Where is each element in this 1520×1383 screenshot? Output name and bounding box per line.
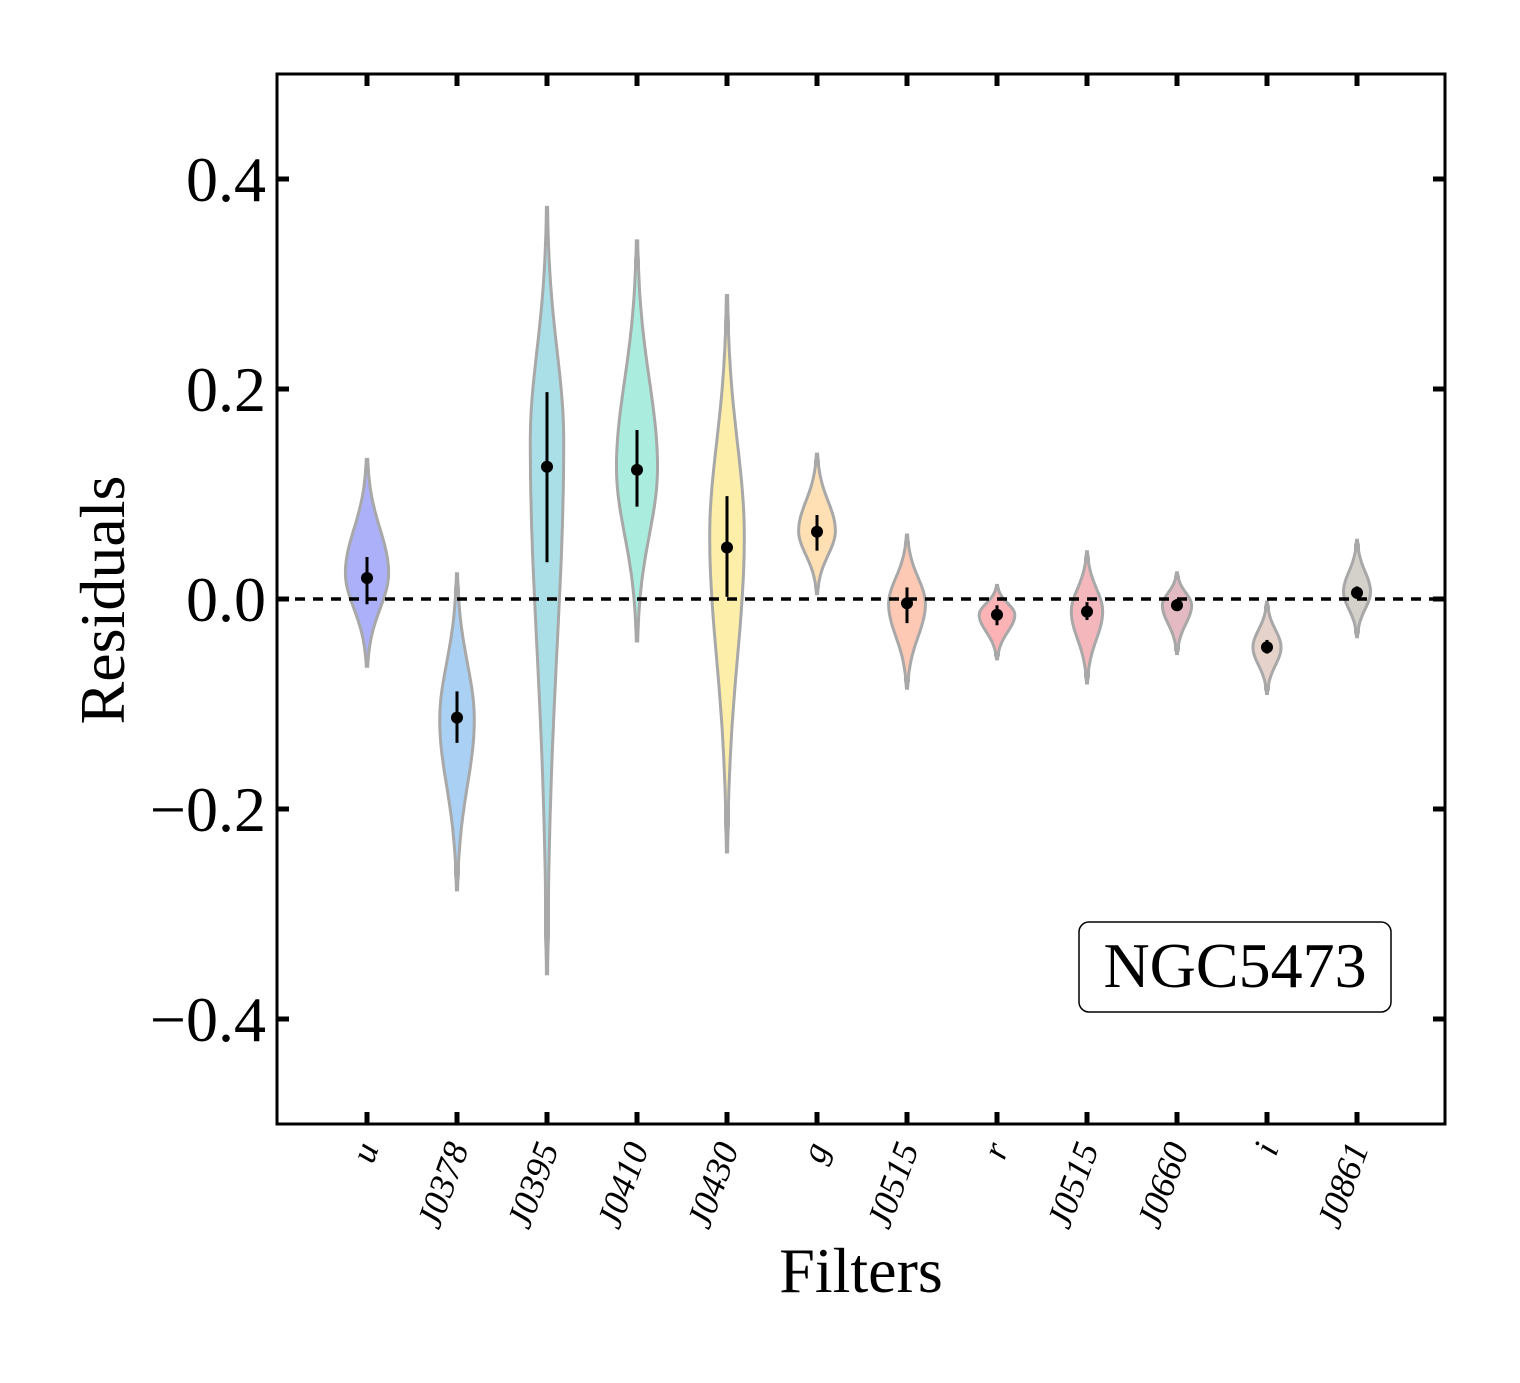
violins-layer — [343, 205, 1372, 976]
median-point-g — [811, 525, 823, 538]
x-tick-label: J0515 — [859, 1137, 927, 1233]
median-point-r — [991, 608, 1003, 621]
x-tick-label: g — [793, 1137, 837, 1168]
x-tick-label: i — [1246, 1137, 1287, 1160]
y-tick-label: −0.4 — [150, 984, 266, 1055]
y-tick-label: −0.2 — [150, 774, 266, 845]
median-point-j0515 — [1081, 605, 1093, 618]
median-point-j0410 — [631, 463, 643, 476]
x-axis-label: Filters — [779, 1235, 943, 1306]
x-tick-label: J0660 — [1129, 1137, 1197, 1233]
x-tick-label: J0861 — [1309, 1137, 1377, 1233]
median-point-i — [1261, 641, 1273, 654]
violin-j0660 — [1160, 571, 1194, 656]
median-point-j0430 — [721, 541, 733, 554]
x-tick-label: u — [343, 1137, 387, 1168]
median-point-j0378 — [451, 711, 463, 724]
error-bars-layer — [361, 392, 1363, 743]
y-tick-label: 0.2 — [186, 354, 266, 425]
x-tick-label: J0430 — [679, 1137, 747, 1233]
annotation-text: NGC5473 — [1103, 930, 1366, 1001]
annotation-box: NGC5473 — [1078, 921, 1392, 1013]
y-tick-labels: −0.4 −0.2 0.0 0.2 0.4 — [150, 144, 266, 1055]
x-tick-label: r — [974, 1136, 1017, 1164]
median-point-j0861 — [1351, 586, 1363, 599]
x-tick-labels: u J0378 J0395 J0410 J0430 g J0515 r J0515 J0660 i J… — [343, 1136, 1377, 1233]
violin-j0395 — [528, 205, 566, 976]
x-tick-label: J0410 — [589, 1137, 657, 1233]
ticks-layer — [277, 74, 1445, 1124]
median-point-j0395 — [541, 460, 553, 473]
y-tick-label: 0.0 — [186, 564, 266, 635]
y-tick-label: 0.4 — [186, 144, 266, 215]
median-point-j0660 — [1171, 599, 1183, 612]
median-point-u — [361, 572, 373, 584]
x-tick-label: J0395 — [499, 1137, 567, 1233]
y-axis-label: Residuals — [67, 476, 138, 725]
median-point-j0515 — [901, 597, 913, 610]
x-tick-label: J0378 — [409, 1137, 477, 1233]
x-tick-label: J0515 — [1039, 1137, 1107, 1233]
